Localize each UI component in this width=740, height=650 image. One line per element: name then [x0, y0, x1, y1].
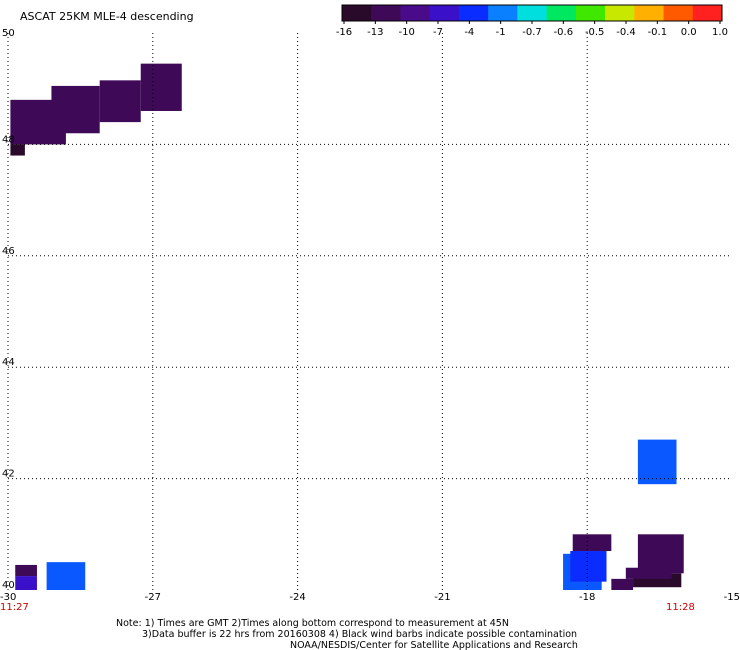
- latitude-tick-label: 42: [2, 469, 15, 480]
- map-title: ASCAT 25KM MLE-4 descending: [20, 10, 194, 23]
- color-scale-label: -0.6: [554, 27, 574, 38]
- color-scale-label: -0.4: [616, 27, 636, 38]
- data-cell: [99, 80, 141, 123]
- color-scale-label: -16: [336, 27, 352, 38]
- color-scale-swatch: [517, 5, 548, 21]
- color-scale-label: 0.0: [681, 27, 697, 38]
- longitude-tick-label: -30: [0, 592, 16, 603]
- data-cell: [51, 85, 100, 134]
- data-cell: [637, 439, 677, 485]
- color-scale-label: -0.7: [522, 27, 542, 38]
- color-scale-label: -7: [433, 27, 443, 38]
- longitude-tick-label: -21: [434, 592, 450, 603]
- color-scale-swatch: [634, 5, 665, 21]
- data-cell: [611, 578, 634, 590]
- color-scale-swatch: [546, 5, 577, 21]
- time-end-label: 11:28: [666, 602, 695, 613]
- color-scale-label: -1: [496, 27, 506, 38]
- note-line-2: 3)Data buffer is 22 hrs from 20160308 4)…: [142, 629, 577, 640]
- latitude-tick-label: 44: [2, 357, 15, 368]
- color-scale-label: -13: [367, 27, 383, 38]
- color-scale-swatch: [429, 5, 460, 21]
- color-scale-swatch: [371, 5, 401, 21]
- color-scale-swatch: [575, 5, 606, 21]
- color-scale-label: 1.0: [712, 27, 728, 38]
- longitude-tick-label: -27: [145, 592, 161, 603]
- note-line-1: Note: 1) Times are GMT 2)Times along bot…: [116, 618, 509, 629]
- longitude-tick-label: -18: [579, 592, 595, 603]
- axis-tick-labels: -30 -27 -24 -21 -18 -15 50 48 46 44 42 40: [0, 28, 740, 603]
- latitude-tick-label: 50: [2, 28, 15, 39]
- data-cell: [637, 534, 684, 574]
- color-scale-swatch: [342, 5, 372, 21]
- color-scale-legend: -16 -13 -10 -7 -4 -1 -0.7 -0.6 -0.5 -0.4 -0.1 0.0 1.…: [336, 4, 728, 38]
- latitude-tick-label: 48: [2, 134, 15, 145]
- data-cell: [140, 63, 182, 111]
- longitude-tick-label: -15: [724, 592, 740, 603]
- data-cell: [572, 534, 612, 552]
- latitude-tick-label: 40: [2, 580, 15, 591]
- data-cell: [15, 564, 37, 577]
- time-start-label: 11:27: [0, 602, 29, 613]
- color-scale-label: -0.1: [648, 27, 668, 38]
- color-scale-label: -0.5: [585, 27, 605, 38]
- color-scale-swatch: [605, 5, 635, 21]
- color-scale-swatch: [458, 5, 489, 21]
- note-line-3: NOAA/NESDIS/Center for Satellite Applica…: [290, 640, 578, 650]
- data-cells: [10, 63, 684, 590]
- data-cell: [15, 576, 37, 590]
- data-cell: [46, 562, 86, 590]
- latitude-tick-label: 46: [2, 246, 15, 257]
- color-scale-label: -4: [464, 27, 474, 38]
- data-cell: [10, 144, 25, 156]
- color-scale-label: -10: [398, 27, 414, 38]
- color-scale-swatch: [400, 5, 431, 21]
- color-scale-swatch: [488, 5, 518, 21]
- color-scale-swatch: [692, 5, 723, 21]
- color-scale-swatch: [663, 5, 694, 21]
- map-gridlines: [7, 33, 732, 590]
- longitude-tick-label: -24: [289, 592, 305, 603]
- data-cell: [570, 551, 607, 582]
